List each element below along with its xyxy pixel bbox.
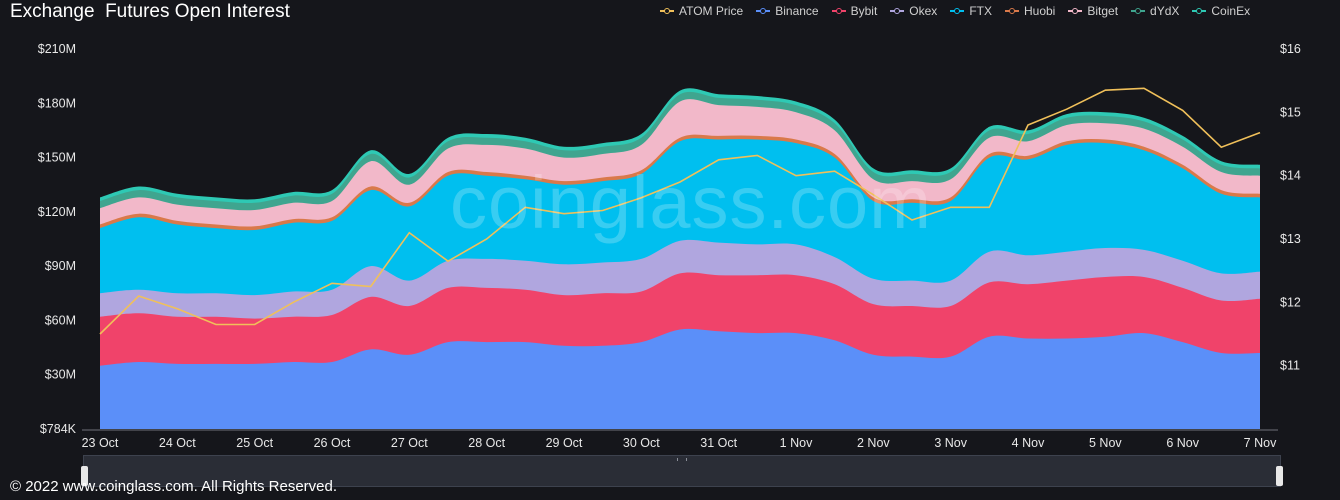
x-tick-label: 29 Oct bbox=[546, 436, 583, 450]
y-left-tick-label: $120M bbox=[38, 205, 76, 219]
y-left-tick-label: $30M bbox=[45, 368, 76, 382]
y-right-tick-label: $15 bbox=[1280, 105, 1301, 119]
legend-marker-icon bbox=[1131, 6, 1146, 16]
chart-title: Exchange Futures Open Interest bbox=[10, 1, 290, 22]
legend-marker-icon bbox=[831, 6, 846, 16]
y-left-tick-label: $150M bbox=[38, 151, 76, 165]
y-left-tick-label: $180M bbox=[38, 96, 76, 110]
legend-label: Huobi bbox=[1023, 4, 1056, 18]
x-tick-label: 23 Oct bbox=[82, 436, 119, 450]
legend-marker-icon bbox=[890, 6, 905, 16]
legend-marker-icon bbox=[1068, 6, 1083, 16]
x-tick-label: 27 Oct bbox=[391, 436, 428, 450]
legend-marker-icon bbox=[950, 6, 965, 16]
legend-marker-icon bbox=[1004, 6, 1019, 16]
area-binance bbox=[100, 328, 1260, 429]
legend-marker-icon bbox=[1192, 6, 1207, 16]
legend-label: Binance bbox=[775, 4, 819, 18]
y-right-tick-label: $16 bbox=[1280, 42, 1301, 56]
legend-label: dYdX bbox=[1150, 4, 1180, 18]
y-left-tick-label: $210M bbox=[38, 42, 76, 56]
x-tick-label: 6 Nov bbox=[1166, 436, 1199, 450]
y-left-tick-label: $784K bbox=[40, 422, 77, 436]
x-tick-label: 4 Nov bbox=[1012, 436, 1045, 450]
legend-item-bybit[interactable]: Bybit bbox=[831, 4, 878, 18]
x-tick-label: 31 Oct bbox=[700, 436, 737, 450]
legend-label: Okex bbox=[909, 4, 938, 18]
y-right-tick-label: $13 bbox=[1280, 232, 1301, 246]
x-tick-label: 25 Oct bbox=[236, 436, 273, 450]
legend-item-okex[interactable]: Okex bbox=[890, 4, 937, 18]
x-tick-label: 30 Oct bbox=[623, 436, 660, 450]
legend-item-coinex[interactable]: CoinEx bbox=[1192, 4, 1250, 18]
legend-item-dydx[interactable]: dYdX bbox=[1131, 4, 1179, 18]
legend-label: Bitget bbox=[1087, 4, 1119, 18]
legend-marker-icon bbox=[756, 6, 771, 16]
slider-right-handle[interactable] bbox=[1276, 466, 1283, 486]
x-tick-label: 7 Nov bbox=[1244, 436, 1277, 450]
line-atom-price bbox=[99, 87, 1261, 335]
y-left-tick-label: $60M bbox=[45, 313, 76, 327]
x-tick-label: 2 Nov bbox=[857, 436, 890, 450]
slider-left-handle[interactable] bbox=[81, 466, 88, 486]
y-right-tick-label: $14 bbox=[1280, 169, 1301, 183]
legend-item-atom-price[interactable]: ATOM Price bbox=[660, 4, 743, 18]
legend-label: Bybit bbox=[850, 4, 878, 18]
chart-legend: ATOM Price Binance Bybit Okex FTX Huobi Bitget… bbox=[660, 3, 1300, 19]
legend-marker-icon bbox=[660, 6, 674, 16]
price-line-group bbox=[99, 87, 1261, 335]
legend-label: CoinEx bbox=[1211, 4, 1251, 18]
x-tick-label: 3 Nov bbox=[934, 436, 967, 450]
x-tick-label: 28 Oct bbox=[468, 436, 505, 450]
x-tick-label: 5 Nov bbox=[1089, 436, 1122, 450]
watermark: coinglass.com bbox=[450, 161, 932, 244]
legend-label: ATOM Price bbox=[679, 4, 744, 18]
legend-item-ftx[interactable]: FTX bbox=[950, 4, 992, 18]
legend-item-huobi[interactable]: Huobi bbox=[1004, 4, 1056, 18]
x-tick-label: 26 Oct bbox=[314, 436, 351, 450]
x-tick-label: 24 Oct bbox=[159, 436, 196, 450]
stacked-areas bbox=[100, 88, 1260, 430]
zoom-slider[interactable] bbox=[81, 455, 1283, 487]
y-right-tick-label: $11 bbox=[1280, 359, 1300, 373]
x-tick-label: 1 Nov bbox=[780, 436, 813, 450]
copyright-text: © 2022 www.coinglass.com. All Rights Res… bbox=[10, 478, 338, 495]
legend-item-binance[interactable]: Binance bbox=[756, 4, 819, 18]
y-right-tick-label: $12 bbox=[1280, 295, 1301, 309]
chart-axes: 23 Oct 24 Oct 25 Oct 26 Oct 27 Oct 28 Oct 29 O… bbox=[38, 42, 1301, 450]
legend-label: FTX bbox=[969, 4, 992, 18]
y-left-tick-label: $90M bbox=[45, 259, 76, 273]
legend-item-bitget[interactable]: Bitget bbox=[1068, 4, 1118, 18]
slider-grip-icon[interactable] bbox=[677, 458, 687, 461]
